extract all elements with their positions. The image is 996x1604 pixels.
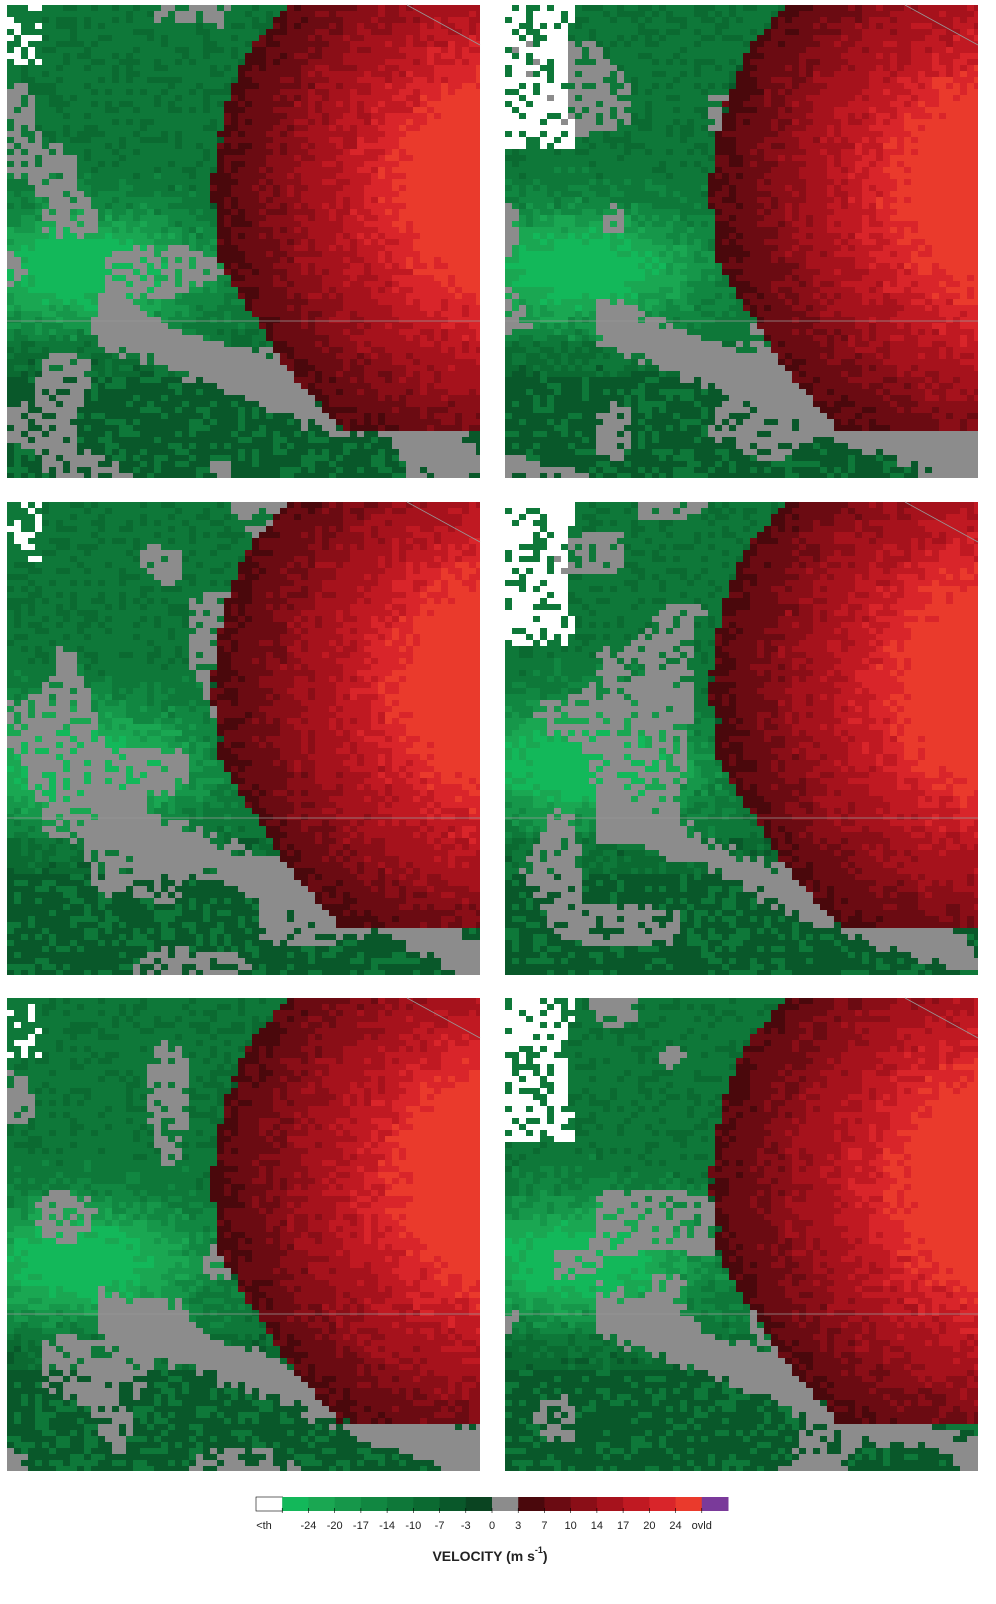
radar-panel xyxy=(7,5,480,478)
colorbar-swatch xyxy=(492,1497,519,1511)
radar-panel xyxy=(7,502,480,975)
colorbar: <th -24 -20 -17 -14 -10 -7 -3 0 3 7 10 14 17 20 24 ovld xyxy=(256,1497,729,1532)
figure: <th-24-20-17-14-10-7-30371014172024ovld … xyxy=(0,0,996,1599)
colorbar-swatch xyxy=(702,1497,729,1511)
colorbar-swatch xyxy=(623,1497,650,1511)
colorbar-label: ovld xyxy=(692,1520,712,1532)
colorbar-label: -3 xyxy=(461,1520,471,1532)
colorbar-label: -17 xyxy=(353,1520,369,1532)
colorbar-swatch xyxy=(649,1497,676,1511)
colorbar-label: -10 xyxy=(405,1520,421,1532)
radar-panel xyxy=(505,502,978,975)
colorbar-label: 0 xyxy=(489,1520,495,1532)
colorbar-swatch xyxy=(413,1497,440,1511)
radar-panel xyxy=(505,998,978,1471)
colorbar-label: -7 xyxy=(435,1520,445,1532)
colorbar-label: -24 xyxy=(300,1520,316,1532)
colorbar-label: 24 xyxy=(669,1520,681,1532)
colorbar-label: 14 xyxy=(591,1520,603,1532)
colorbar-swatch xyxy=(282,1497,309,1511)
colorbar-swatch xyxy=(308,1497,335,1511)
colorbar-label: -14 xyxy=(379,1520,395,1532)
colorbar-swatch xyxy=(518,1497,545,1511)
title-text: VELOCITY (m s xyxy=(432,1548,535,1564)
colorbar-swatch xyxy=(361,1497,388,1511)
colorbar-swatch xyxy=(466,1497,493,1511)
title-sup: -1 xyxy=(535,1545,543,1555)
radar-panel xyxy=(505,5,978,478)
colorbar-swatch xyxy=(544,1497,571,1511)
colorbar-swatch xyxy=(597,1497,624,1511)
colorbar-swatch xyxy=(335,1497,362,1511)
radar-panels xyxy=(7,5,978,1471)
colorbar-label: 17 xyxy=(617,1520,629,1532)
colorbar-swatch xyxy=(571,1497,598,1511)
colorbar-label: <th xyxy=(256,1520,272,1532)
colorbar-label: 20 xyxy=(643,1520,655,1532)
colorbar-swatch xyxy=(440,1497,467,1511)
colorbar-swatch xyxy=(387,1497,414,1511)
colorbar-label: 7 xyxy=(541,1520,547,1532)
colorbar-label: -20 xyxy=(327,1520,343,1532)
colorbar-swatch xyxy=(676,1497,703,1511)
colorbar-title: VELOCITY (m s-1) xyxy=(432,1545,547,1563)
colorbar-label: 10 xyxy=(565,1520,577,1532)
colorbar-label: 3 xyxy=(515,1520,521,1532)
radar-panel xyxy=(7,998,480,1471)
colorbar-swatch xyxy=(256,1497,283,1511)
title-close: ) xyxy=(543,1548,548,1564)
